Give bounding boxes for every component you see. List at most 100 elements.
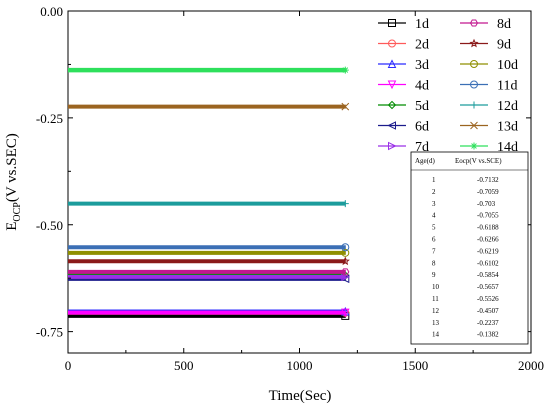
legend-label: 14d (497, 140, 518, 155)
table-cell-age: 3 (432, 200, 436, 208)
legend-marker-11d (470, 80, 478, 89)
y-tick-label: -0.50 (36, 218, 63, 233)
table-row: 13 -0.2237 (432, 319, 499, 327)
table-row: 7 -0.6219 (432, 247, 499, 255)
series-12d (68, 200, 349, 208)
series-end-marker-9d-shape (340, 256, 350, 266)
legend-item-7d: 7d (378, 140, 429, 155)
table-cell-eocp: -0.7059 (477, 188, 499, 196)
legend-label: 12d (497, 99, 518, 114)
legend-label: 3d (415, 58, 429, 73)
legend-item-9d: 9d (460, 38, 511, 53)
legend-marker-8d-shape (469, 19, 479, 27)
table-cell-age: 7 (432, 247, 436, 255)
legend-marker-7d-shape (388, 141, 397, 151)
legend-item-6d: 6d (378, 120, 429, 135)
legend-item-5d: 5d (378, 99, 429, 114)
series-end-marker-8d-shape (341, 268, 350, 276)
legend-item-4d: 4d (378, 79, 429, 94)
table-cell-eocp: -0.1382 (477, 331, 499, 339)
legend-label: 7d (415, 140, 429, 155)
legend-marker-13d (470, 121, 478, 130)
table-cell-age: 13 (432, 319, 440, 327)
legend-item-8d: 8d (460, 17, 511, 32)
table-cell-age: 2 (432, 188, 436, 196)
series-end-marker-4d-shape (340, 308, 350, 318)
x-tick-label: 1000 (287, 358, 313, 373)
legend-marker-3d (387, 59, 397, 68)
series-end-marker-9d (340, 256, 350, 266)
series-end-marker-4d (340, 308, 350, 318)
table-cell-eocp: -0.5854 (477, 271, 499, 279)
series-4d (68, 308, 350, 318)
legend-label: 10d (497, 58, 518, 73)
legend-label: 2d (415, 38, 429, 53)
plot-area: 0 500 1000 1500 2000 0.00 -0.25 -0.50 -0.75 (36, 4, 544, 373)
series-11d (68, 243, 350, 252)
table-row: 4 -0.7055 (432, 212, 499, 220)
table-row: 8 -0.6102 (432, 259, 499, 267)
x-tick-label: 2000 (518, 358, 544, 373)
legend-marker-3d-shape (387, 59, 397, 68)
series-end-marker-12d (341, 200, 349, 208)
series-10d (68, 248, 350, 257)
legend-item-12d: 12d (460, 99, 518, 114)
table-row: 10 -0.5657 (432, 283, 499, 291)
table-cell-age: 10 (432, 283, 440, 291)
series-end-marker-10d-shape (341, 248, 350, 257)
series-9d (68, 256, 350, 266)
legend-marker-14d-shape (470, 142, 478, 150)
table-header-age: Age(d) (415, 157, 435, 165)
series-14d (68, 66, 349, 74)
table-row: 14 -0.1382 (432, 331, 499, 339)
legend-marker-4d (387, 80, 397, 90)
x-tick-label: 0 (65, 358, 72, 373)
legend-marker-7d (388, 141, 397, 151)
legend-marker-5d-shape (387, 100, 397, 110)
series-end-marker-10d (341, 248, 350, 257)
legend-marker-9d (469, 38, 479, 48)
legend-label: 5d (415, 99, 429, 114)
table-cell-eocp: -0.7132 (477, 176, 499, 184)
table-cell-age: 4 (432, 212, 436, 220)
table-cell-eocp: -0.703 (477, 200, 496, 208)
table-cell-age: 5 (432, 224, 436, 232)
legend-item-10d: 10d (460, 58, 518, 73)
table-cell-eocp: -0.5657 (477, 283, 499, 291)
table-cell-age: 6 (432, 236, 436, 244)
legend-marker-10d (470, 60, 478, 68)
table-row: 5 -0.6188 (432, 224, 499, 232)
legend-item-13d: 13d (460, 120, 518, 135)
legend-label: 9d (497, 38, 511, 53)
legend-label: 4d (415, 79, 429, 94)
table-row: 12 -0.4507 (432, 307, 499, 315)
legend-item-1d: 1d (378, 17, 429, 32)
table-cell-age: 8 (432, 259, 436, 267)
y-tick-label: -0.75 (36, 325, 63, 340)
series-end-marker-13d-shape (341, 102, 350, 111)
table-cell-age: 1 (432, 176, 436, 184)
series-end-marker-12d-shape (341, 200, 349, 208)
series-end-marker-8d (341, 268, 350, 276)
table-cell-eocp: -0.6219 (477, 247, 499, 255)
table-row: 11 -0.5526 (432, 295, 499, 303)
x-axis-label: Time(Sec) (269, 388, 332, 404)
table-cell-eocp: -0.4507 (477, 307, 499, 315)
legend-label: 11d (497, 79, 517, 94)
table-cell-age: 14 (432, 331, 440, 339)
series-end-marker-14d-shape (341, 66, 349, 74)
series-layer (68, 66, 350, 320)
x-tick-label: 500 (174, 358, 194, 373)
legend-marker-4d-shape (387, 80, 397, 90)
legend-label: 13d (497, 120, 518, 135)
table-frame (410, 151, 529, 345)
series-13d (68, 102, 350, 111)
legend: 1d 2d 3d 4d 5d 6d 7d 8d 9d 10d 11d 12d 13d 14d (378, 17, 518, 155)
table-cell-age: 12 (432, 307, 440, 315)
data-table: Age(d) Eocp(V vs.SCE) 1 -0.7132 2 -0.7059 3 -0.… (410, 151, 529, 345)
legend-marker-13d-shape (470, 121, 478, 130)
table-cell-eocp: -0.6188 (477, 224, 499, 232)
table-row: 2 -0.7059 (432, 188, 499, 196)
legend-marker-12d (470, 101, 478, 109)
